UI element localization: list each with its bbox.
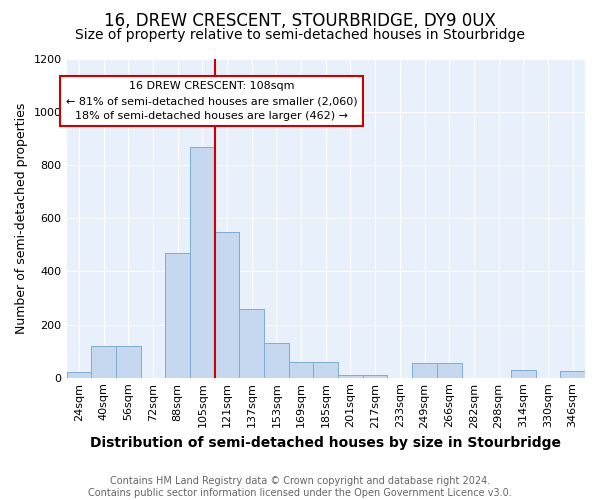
Bar — [215, 232, 239, 378]
Bar — [412, 363, 437, 378]
Text: 16, DREW CRESCENT, STOURBRIDGE, DY9 0UX: 16, DREW CRESCENT, STOURBRIDGE, DY9 0UX — [104, 12, 496, 30]
Bar — [116, 346, 140, 378]
Y-axis label: Number of semi-detached properties: Number of semi-detached properties — [15, 102, 28, 334]
Bar — [560, 371, 585, 378]
Bar — [289, 362, 313, 378]
Bar — [437, 363, 461, 378]
Text: Contains HM Land Registry data © Crown copyright and database right 2024.
Contai: Contains HM Land Registry data © Crown c… — [88, 476, 512, 498]
Text: 16 DREW CRESCENT: 108sqm
← 81% of semi-detached houses are smaller (2,060)
18% o: 16 DREW CRESCENT: 108sqm ← 81% of semi-d… — [66, 82, 358, 121]
Bar — [165, 253, 190, 378]
Bar — [511, 370, 536, 378]
Bar — [91, 346, 116, 378]
Bar — [313, 362, 338, 378]
Bar — [190, 146, 215, 378]
Bar — [363, 375, 388, 378]
Bar — [67, 372, 91, 378]
Bar — [338, 375, 363, 378]
Text: Size of property relative to semi-detached houses in Stourbridge: Size of property relative to semi-detach… — [75, 28, 525, 42]
Bar — [239, 308, 264, 378]
X-axis label: Distribution of semi-detached houses by size in Stourbridge: Distribution of semi-detached houses by … — [90, 436, 561, 450]
Bar — [264, 343, 289, 378]
